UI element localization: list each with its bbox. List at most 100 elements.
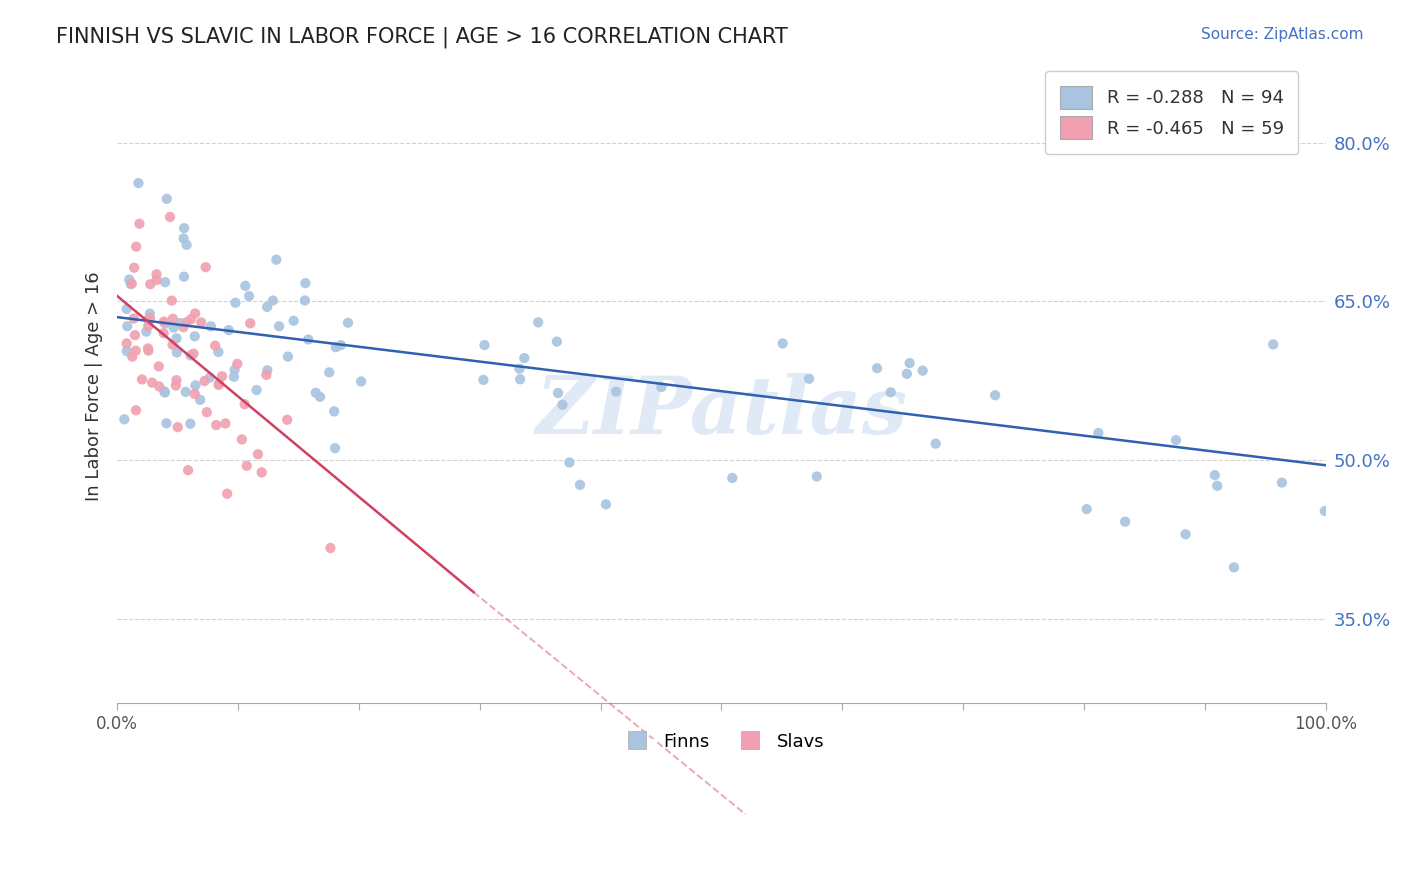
Point [218,323,240,337]
Point [155,417,177,431]
Point [898,356,921,370]
Point [896,367,918,381]
Point [115,336,138,351]
Point [254,368,277,382]
Point [797,372,820,386]
Point [122,311,145,326]
Point [122,260,145,275]
Point [135,325,157,339]
Point [166,331,188,345]
Point [153,275,176,289]
Point [527,315,550,329]
Point [294,276,316,290]
Point [236,458,259,473]
Point [558,455,581,469]
Point [162,311,184,326]
Point [156,192,179,206]
Point [145,273,167,287]
Point [238,289,260,303]
Point [162,320,184,334]
Point [207,345,229,359]
Point [262,293,284,308]
Point [166,345,188,359]
Point [208,377,231,392]
Point [153,385,176,400]
Point [297,333,319,347]
Legend: Finns, Slavs: Finns, Slavs [612,725,831,757]
Point [172,320,194,334]
Point [138,343,160,358]
Point [211,369,233,384]
Point [650,380,672,394]
Point [174,384,197,399]
Point [148,379,170,393]
Point [595,497,617,511]
Point [193,374,215,388]
Point [139,277,162,292]
Point [153,315,176,329]
Point [112,412,135,426]
Point [911,364,934,378]
Point [325,340,347,354]
Point [224,295,246,310]
Point [173,221,195,235]
Point [153,317,176,331]
Point [551,398,574,412]
Point [180,312,202,326]
Point [1204,468,1226,483]
Point [152,326,174,340]
Point [190,315,212,329]
Point [233,279,256,293]
Point [169,316,191,330]
Point [1087,425,1109,440]
Point [127,176,149,190]
Point [772,336,794,351]
Point [159,210,181,224]
Point [329,338,352,352]
Point [165,373,187,387]
Point [1076,502,1098,516]
Point [125,403,148,417]
Point [138,312,160,326]
Point [124,328,146,343]
Point [1263,337,1285,351]
Point [266,252,288,267]
Point [195,405,218,419]
Point [866,361,889,376]
Point [721,471,744,485]
Point [323,404,346,418]
Point [924,436,946,450]
Point [1313,504,1336,518]
Y-axis label: In Labor Force | Age > 16: In Labor Force | Age > 16 [86,271,103,500]
Point [145,268,167,282]
Point [141,376,163,390]
Point [205,417,228,432]
Point [198,370,221,384]
Point [115,344,138,359]
Point [184,306,207,320]
Point [194,260,217,275]
Point [148,359,170,374]
Point [214,417,236,431]
Point [239,316,262,330]
Point [183,346,205,360]
Point [605,384,627,399]
Point [208,376,231,391]
Point [162,338,184,352]
Point [128,217,150,231]
Point [118,272,141,286]
Point [276,413,298,427]
Point [183,387,205,401]
Point [138,318,160,333]
Point [547,386,569,401]
Point [139,311,162,326]
Point [277,350,299,364]
Point [508,361,530,376]
Point [139,307,162,321]
Point [217,487,239,501]
Point [136,342,159,356]
Point [474,338,496,352]
Point [131,372,153,386]
Point [267,319,290,334]
Point [546,334,568,349]
